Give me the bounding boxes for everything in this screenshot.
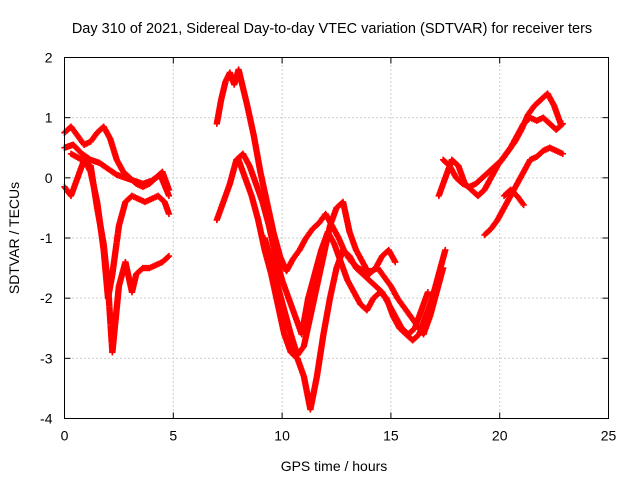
data-series [261,198,399,359]
y-tick-label: 1 [45,110,53,126]
series-markers [67,150,173,356]
series-markers [235,156,432,413]
y-tick-label: -4 [40,411,53,427]
chart-title: Day 310 of 2021, Sidereal Day-to-day VTE… [72,21,592,37]
y-axis-label: SDTVAR / TECUs [6,182,22,294]
x-tick-label: 25 [601,428,617,444]
series-markers [481,144,567,239]
series-markers [261,198,399,359]
y-tick-label: 2 [45,50,53,66]
y-tick-label: -3 [40,350,53,366]
x-tick-label: 20 [492,428,508,444]
data-series [67,150,173,356]
data-series [500,186,527,209]
data-series [235,156,432,413]
x-tick-label: 0 [61,428,69,444]
x-axis-label: GPS time / hours [281,458,388,474]
series-markers [435,114,567,200]
x-tick-label: 5 [169,428,177,444]
y-tick-label: -1 [40,230,53,246]
x-tick-label: 15 [383,428,399,444]
y-tick-label: 0 [45,170,53,186]
x-tick-label: 10 [274,428,290,444]
y-tick-label: -2 [40,290,53,306]
data-series [481,144,567,239]
data-series [435,114,567,200]
series-markers [500,186,527,209]
marks-layer [61,66,567,413]
